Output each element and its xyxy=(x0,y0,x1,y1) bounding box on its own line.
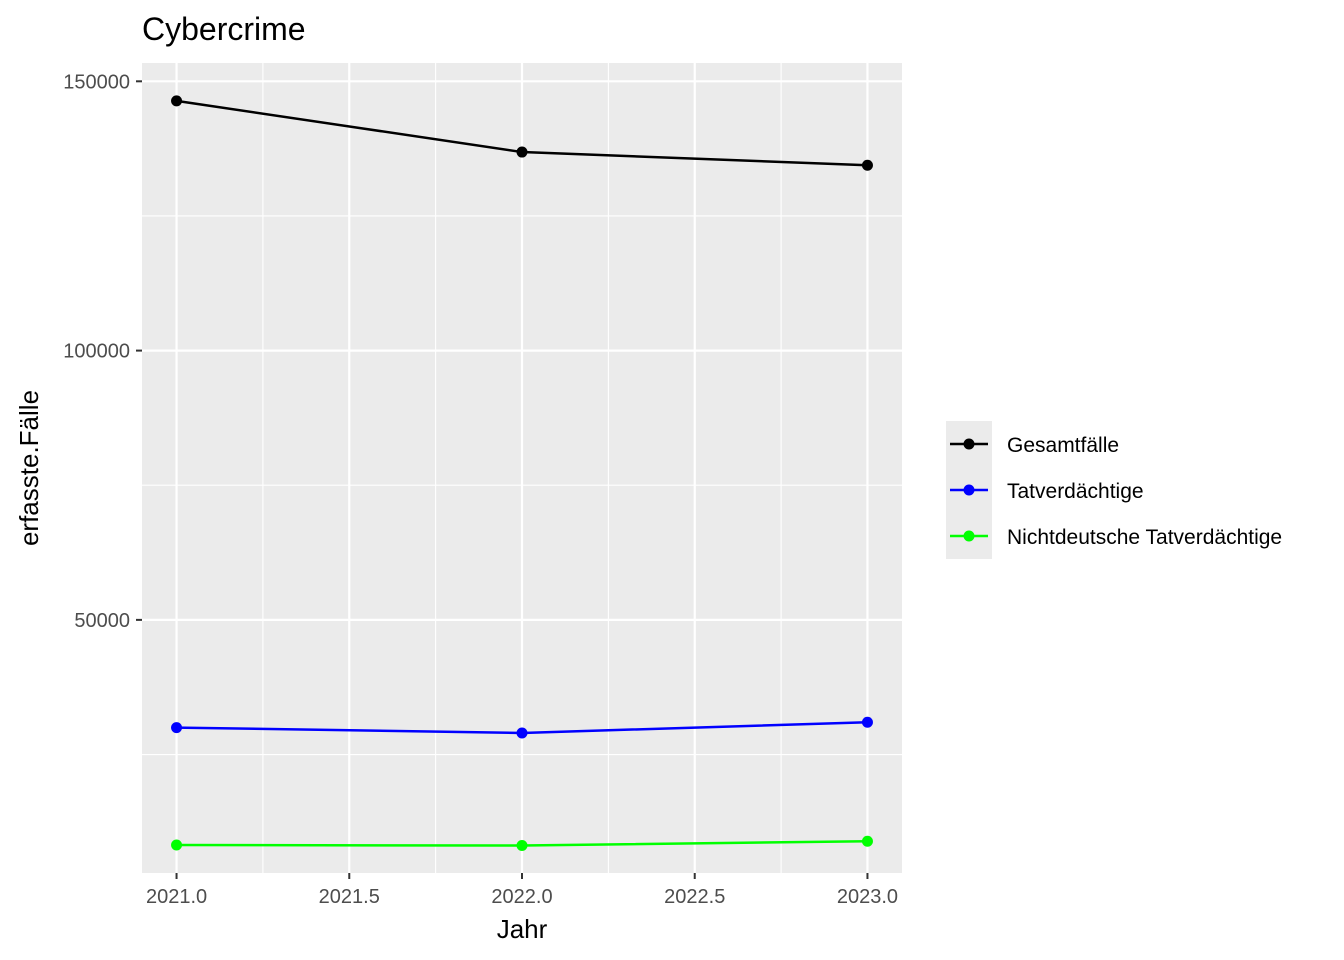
legend-key-point-2 xyxy=(963,530,975,542)
data-point-0-1 xyxy=(516,146,528,158)
x-tick-label: 2022.5 xyxy=(664,886,725,908)
y-tick-label: 100000 xyxy=(63,341,130,363)
data-point-1-2 xyxy=(861,716,873,728)
data-point-1-1 xyxy=(516,727,528,739)
legend-label-2: Nichtdeutsche Tatverdächtige xyxy=(1007,526,1282,549)
y-tick-label: 50000 xyxy=(74,610,130,632)
data-point-2-1 xyxy=(516,840,528,852)
x-tick-label: 2023.0 xyxy=(837,886,898,908)
data-point-2-2 xyxy=(861,835,873,847)
x-axis-title: Jahr xyxy=(497,914,548,944)
chart-title: Cybercrime xyxy=(142,11,306,47)
y-tick-label: 150000 xyxy=(63,71,130,93)
data-point-2-0 xyxy=(171,839,183,851)
x-tick-label: 2022.0 xyxy=(491,886,552,908)
legend-label-0: Gesamtfälle xyxy=(1007,434,1119,457)
x-tick-label: 2021.5 xyxy=(319,886,380,908)
legend-key-point-0 xyxy=(963,438,975,450)
legend-key-point-1 xyxy=(963,484,975,496)
series-layer xyxy=(171,95,873,852)
x-tick-label: 2021.0 xyxy=(146,886,207,908)
legend-label-1: Tatverdächtige xyxy=(1007,480,1144,503)
data-point-1-0 xyxy=(171,722,183,734)
data-point-0-0 xyxy=(171,95,183,107)
y-axis-title: erfasste.Fälle xyxy=(14,390,44,546)
legend: Gesamtfälle Tatverdächtige Nichtdeutsche T… xyxy=(946,421,1282,559)
data-point-0-2 xyxy=(861,159,873,171)
axis-ticks: 2021.0 2021.5 2022.0 2022.5 2023.0 50000 10000… xyxy=(63,71,898,908)
